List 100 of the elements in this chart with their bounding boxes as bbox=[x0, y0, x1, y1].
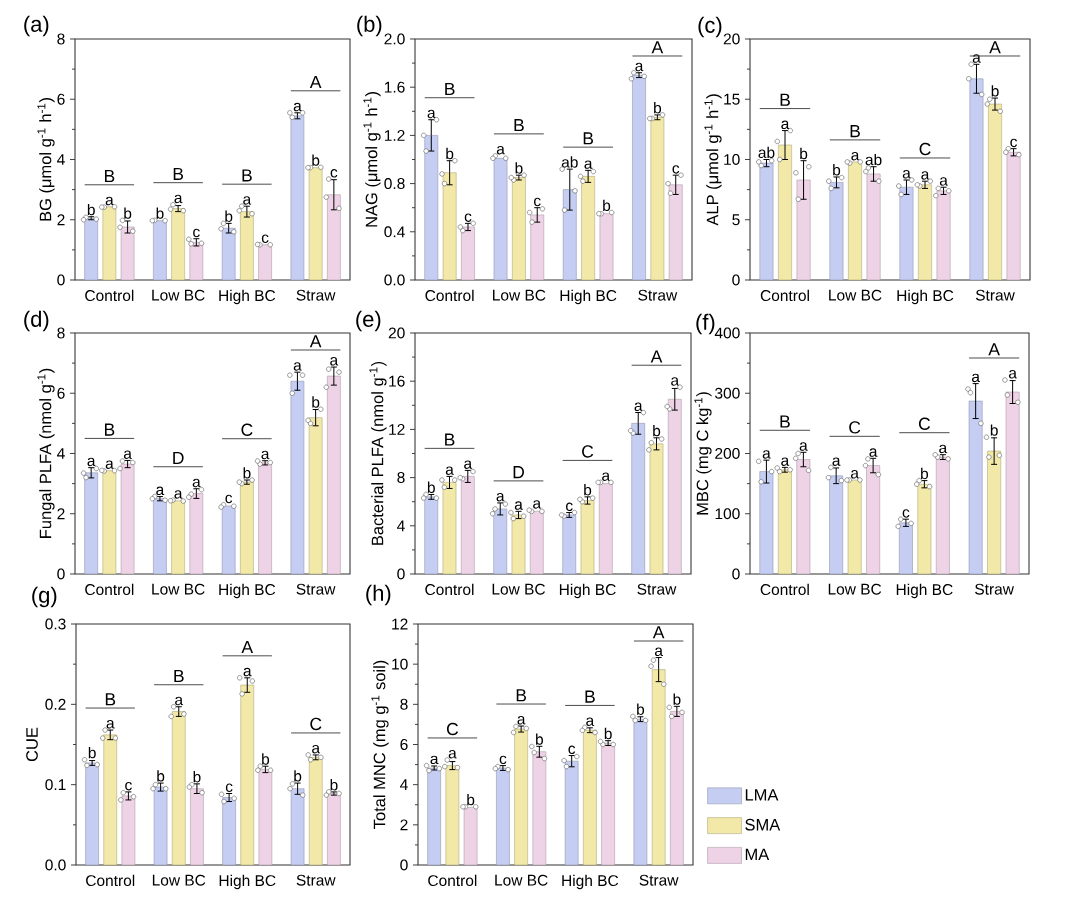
annotation: A bbox=[241, 641, 254, 654]
x-tick-label: High BC bbox=[219, 289, 276, 305]
annotation: C bbox=[310, 717, 322, 731]
legend-label: MA bbox=[745, 848, 770, 861]
y-axis-title: NAG (μmol g$^{-1}$ h$^{-1}$) bbox=[363, 92, 381, 227]
data-label: b bbox=[225, 210, 233, 222]
y-tick-label: 20 bbox=[723, 33, 740, 45]
y-tick-label: 2 bbox=[57, 508, 65, 520]
data-label: b bbox=[990, 424, 998, 436]
y-tick-label: 1.2 bbox=[384, 129, 405, 141]
y-axis-title: BG (μmol g$^{-1}$ h$^{-1}$) bbox=[37, 98, 55, 221]
chart-title: (e) bbox=[356, 310, 381, 332]
y-tick-label: 1.6 bbox=[384, 81, 405, 93]
data-label: c bbox=[225, 783, 233, 793]
data-label: a bbox=[851, 151, 860, 161]
y-tick-label: 20 bbox=[388, 327, 405, 339]
x-tick-label: High BC bbox=[896, 583, 953, 599]
annotation: B bbox=[514, 119, 524, 132]
data-label: b bbox=[427, 481, 435, 493]
annotation: C bbox=[446, 722, 459, 736]
data-label: a bbox=[174, 490, 183, 499]
annotation: A bbox=[650, 350, 663, 363]
data-label: b bbox=[124, 207, 132, 219]
y-tick-label: 10 bbox=[724, 154, 740, 165]
x-tick-label: High BC bbox=[219, 583, 276, 599]
x-tick-label: Straw bbox=[638, 289, 678, 301]
data-label: b bbox=[312, 154, 320, 166]
y-tick-label: 4 bbox=[57, 448, 65, 459]
legend-label: SMA bbox=[745, 818, 781, 831]
y-axis-title: ALP (μmol g$^{-1}$ h$^{-1}$) bbox=[704, 94, 722, 226]
y-tick-label: 15 bbox=[724, 93, 740, 105]
y-tick-label: 12 bbox=[389, 423, 405, 435]
y-tick-label: 0.2 bbox=[45, 698, 66, 710]
data-label: b bbox=[467, 793, 475, 806]
data-label: a bbox=[464, 460, 473, 469]
y-tick-label: 200 bbox=[715, 448, 740, 459]
x-tick-label: High BC bbox=[559, 583, 616, 599]
data-label: b bbox=[87, 203, 95, 216]
data-label: b bbox=[446, 147, 454, 160]
y-axis-title: Total MNC (mg g$^{-1}$ soil) bbox=[371, 660, 389, 829]
annotation: B bbox=[850, 125, 860, 138]
data-label: a bbox=[87, 457, 96, 467]
x-tick-label: Control bbox=[760, 289, 809, 302]
y-tick-label: 8 bbox=[57, 327, 65, 339]
data-label: a bbox=[869, 448, 878, 457]
data-label: b bbox=[536, 733, 544, 745]
x-tick-label: Control bbox=[425, 289, 474, 302]
annotation: C bbox=[849, 421, 861, 434]
data-label: b bbox=[603, 199, 611, 212]
annotation: B bbox=[445, 82, 455, 95]
y-tick-label: 6 bbox=[57, 387, 65, 399]
data-label: b bbox=[157, 770, 165, 782]
x-tick-label: Straw bbox=[296, 874, 336, 886]
chart-title: (f) bbox=[696, 313, 715, 335]
y-tick-label: 300 bbox=[715, 387, 740, 399]
annotation: B bbox=[242, 169, 252, 182]
y-tick-label: 4 bbox=[400, 779, 408, 790]
data-label: a bbox=[106, 720, 115, 729]
y-tick-label: 8 bbox=[397, 472, 405, 484]
data-label: a bbox=[921, 171, 930, 180]
data-label: a bbox=[517, 716, 526, 725]
y-tick-label: 4 bbox=[397, 520, 405, 532]
data-label: a bbox=[586, 717, 595, 726]
x-tick-label: Straw bbox=[296, 583, 336, 595]
data-label: c bbox=[565, 502, 573, 512]
chart-title: (h) bbox=[366, 584, 391, 606]
x-tick-label: Control bbox=[85, 289, 134, 302]
y-tick-label: 400 bbox=[714, 327, 740, 339]
data-label: b bbox=[312, 396, 320, 408]
y-tick-label: 0 bbox=[732, 568, 740, 580]
y-tick-label: 6 bbox=[57, 93, 65, 105]
data-label: c bbox=[672, 165, 680, 174]
data-label: b bbox=[921, 467, 929, 480]
y-tick-label: 4 bbox=[57, 154, 65, 165]
chart-title: (b) bbox=[357, 15, 382, 37]
data-label: ab bbox=[865, 153, 882, 166]
data-label: a bbox=[243, 667, 252, 677]
data-label: a bbox=[602, 472, 611, 481]
y-axis-title: Bacterial PLFA (nmol g$^{-1}$) bbox=[369, 361, 387, 545]
annotation: B bbox=[445, 433, 455, 446]
x-tick-label: Control bbox=[428, 874, 477, 887]
data-label: c bbox=[464, 213, 472, 222]
y-tick-label: 100 bbox=[715, 508, 740, 520]
annotation: B bbox=[174, 669, 184, 682]
chart-title: (c) bbox=[698, 16, 722, 38]
y-axis-title: CUE bbox=[26, 727, 38, 762]
data-label: a bbox=[156, 486, 165, 496]
data-label: c bbox=[902, 509, 910, 518]
annotation: C bbox=[241, 423, 253, 436]
data-label: ab bbox=[758, 146, 775, 159]
y-tick-label: 2 bbox=[400, 819, 408, 831]
data-label: a bbox=[635, 62, 644, 72]
legend-label: LMA bbox=[745, 789, 779, 801]
y-axis-title: Fungal PLFA (nmol g$^{-1}$) bbox=[37, 368, 55, 538]
data-label: b bbox=[653, 424, 661, 437]
data-label: c bbox=[499, 755, 507, 765]
data-label: a bbox=[123, 450, 132, 459]
data-label: b bbox=[604, 727, 612, 740]
data-label: b bbox=[654, 102, 662, 114]
data-label: a bbox=[312, 744, 321, 754]
